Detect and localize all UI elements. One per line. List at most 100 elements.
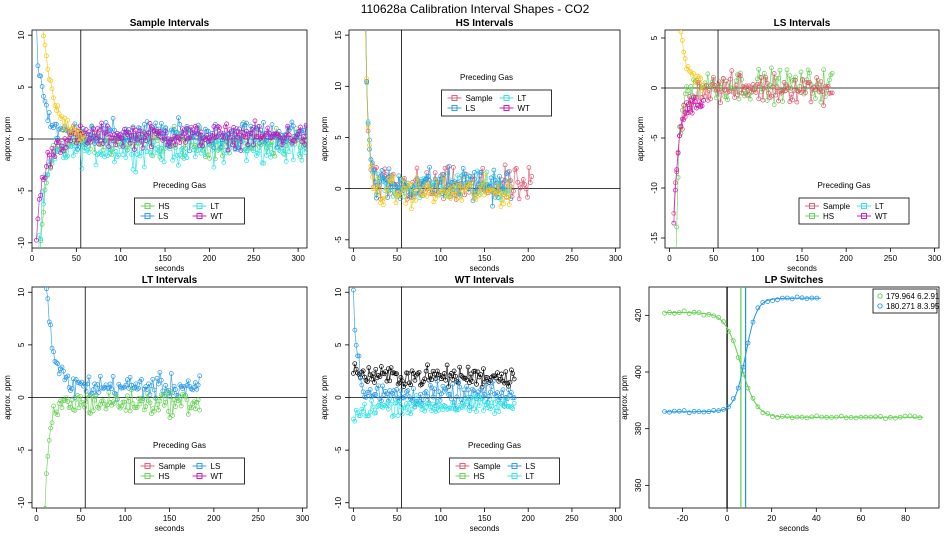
data-point — [716, 79, 722, 85]
data-point — [184, 397, 190, 403]
data-point — [525, 194, 530, 200]
data-point — [436, 389, 442, 394]
data-point — [429, 377, 435, 383]
data-point — [892, 415, 898, 421]
data-point — [173, 404, 178, 409]
data-point — [72, 143, 78, 149]
data-point — [397, 193, 403, 199]
data-point — [453, 373, 458, 379]
data-point — [445, 190, 451, 195]
data-point — [413, 198, 418, 203]
y-tick-label: -15 — [650, 232, 659, 244]
data-point — [154, 129, 160, 134]
data-point — [65, 137, 71, 143]
data-point — [144, 391, 150, 396]
data-point — [455, 378, 461, 384]
data-point — [451, 192, 456, 197]
data-point — [184, 126, 190, 131]
data-point — [711, 407, 717, 413]
data-point — [352, 327, 358, 333]
y-tick-label: -10 — [17, 236, 26, 248]
data-point — [774, 85, 780, 91]
series-switch — [662, 294, 821, 416]
data-point — [791, 88, 797, 93]
data-point — [377, 400, 383, 405]
data-point — [278, 148, 283, 154]
data-point — [446, 184, 452, 190]
data-point — [163, 128, 168, 134]
data-point — [760, 97, 766, 103]
figure-title: 110628a Calibration Interval Shapes - CO… — [361, 2, 590, 16]
data-point — [59, 143, 65, 149]
data-point — [395, 381, 401, 387]
data-point — [38, 236, 44, 242]
data-point — [416, 180, 421, 186]
data-point — [120, 399, 126, 405]
data-point — [457, 384, 463, 390]
data-point — [718, 100, 723, 106]
data-point — [467, 380, 472, 385]
data-point — [41, 177, 46, 182]
x-axis-label: seconds — [779, 524, 809, 533]
data-point — [385, 195, 390, 200]
x-tick-label: -20 — [677, 514, 689, 523]
data-point — [393, 200, 399, 206]
data-point — [97, 127, 103, 133]
data-point — [429, 385, 435, 391]
y-axis-label: approx. ppm — [3, 375, 12, 420]
data-point — [119, 141, 124, 147]
data-point — [105, 123, 110, 129]
data-point — [232, 137, 238, 142]
data-point — [408, 411, 414, 417]
data-point — [388, 401, 394, 407]
data-point — [137, 128, 143, 134]
data-point — [450, 381, 456, 387]
data-point — [488, 389, 493, 395]
data-point — [205, 128, 211, 134]
data-point — [527, 180, 533, 185]
data-point — [90, 408, 96, 414]
y-tick-label: 5 — [650, 35, 659, 40]
data-point — [197, 143, 203, 149]
data-point — [469, 386, 475, 392]
data-point — [52, 103, 58, 108]
data-point — [283, 133, 289, 138]
data-point — [462, 187, 467, 193]
legend-key-marker — [144, 203, 151, 209]
data-point — [754, 76, 760, 82]
data-point — [275, 144, 281, 150]
data-point — [698, 76, 704, 82]
data-point — [202, 152, 208, 158]
data-point — [682, 109, 688, 115]
data-point — [422, 390, 428, 396]
data-point — [814, 295, 820, 301]
data-point — [45, 118, 51, 123]
data-point — [790, 97, 795, 103]
data-point — [499, 371, 504, 377]
data-point — [365, 124, 371, 129]
data-point — [753, 90, 759, 95]
data-point — [489, 384, 495, 389]
data-point — [736, 96, 742, 102]
data-point — [878, 413, 883, 419]
data-point — [46, 110, 52, 115]
data-point — [112, 127, 117, 133]
data-point — [83, 399, 89, 405]
data-point — [96, 405, 102, 411]
data-point — [109, 152, 115, 158]
data-point — [696, 310, 702, 316]
data-point — [147, 149, 153, 155]
data-point — [86, 149, 92, 155]
x-tick-label: 100 — [434, 254, 448, 263]
data-point — [61, 398, 66, 403]
data-point — [512, 167, 518, 173]
data-point — [116, 136, 122, 142]
data-point — [502, 190, 508, 196]
legend-entry-label: WT — [211, 212, 224, 221]
data-point — [473, 197, 479, 202]
data-point — [266, 144, 272, 149]
data-point — [82, 135, 88, 141]
data-point — [777, 89, 783, 94]
data-point — [888, 414, 893, 420]
x-tick-label: 200 — [203, 254, 217, 263]
